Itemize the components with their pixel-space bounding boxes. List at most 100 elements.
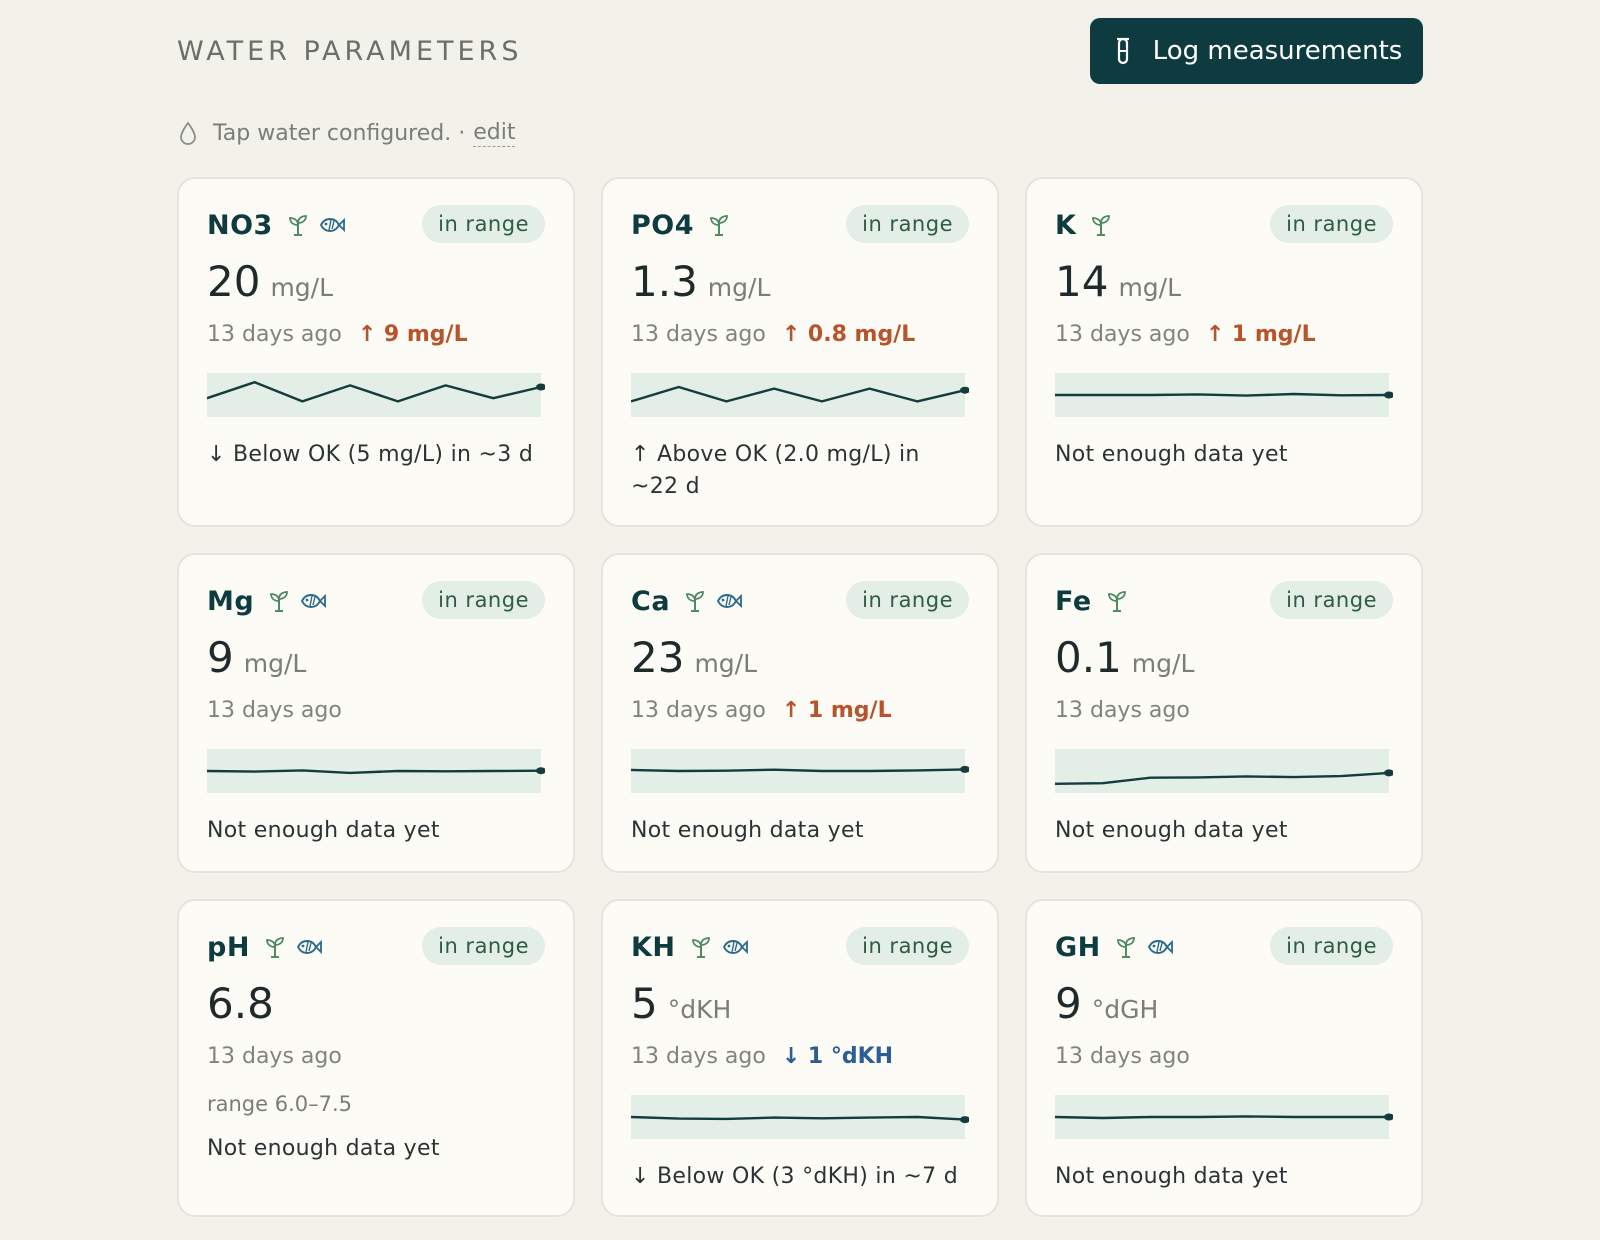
parameter-icons	[708, 213, 730, 237]
card-header: Fe in range	[1055, 581, 1393, 621]
fish-icon	[1147, 939, 1173, 955]
forecast-text: ↑ Above OK (2.0 mg/L) in ~22 d	[631, 442, 920, 499]
value-row: 6.8	[207, 979, 545, 1029]
last-measured: 13 days ago	[207, 697, 342, 723]
status-badge: in range	[1270, 205, 1393, 243]
plant-icon	[1116, 937, 1135, 958]
parameter-unit: mg/L	[694, 649, 758, 678]
parameter-name: KH	[631, 931, 676, 963]
parameter-value: 14	[1055, 257, 1109, 306]
trend-line	[1055, 771, 1390, 785]
parameter-value: 9	[207, 633, 234, 682]
trend-line	[207, 381, 542, 403]
meta-row: 13 days ago	[207, 693, 545, 727]
card-header: PO4 in range	[631, 205, 969, 245]
trend-line	[1055, 392, 1390, 397]
trend-sparkline	[1055, 373, 1393, 417]
forecast-text: Not enough data yet	[207, 818, 440, 843]
card-header: pH in range	[207, 927, 545, 967]
status-badge: in range	[846, 927, 969, 965]
value-row: 0.1 mg/L	[1055, 633, 1393, 683]
parameter-name: GH	[1055, 931, 1101, 963]
trend-line	[631, 768, 966, 773]
parameter-card-ph[interactable]: pH in range 6.8 13 days ago range 6.0–7.5 Not…	[177, 899, 575, 1217]
forecast-text: Not enough data yet	[1055, 442, 1288, 467]
status-badge: in range	[422, 581, 545, 619]
status-badge: in range	[846, 205, 969, 243]
parameter-unit: mg/L	[270, 273, 334, 302]
parameter-name: Ca	[631, 585, 671, 617]
parameter-icons	[287, 213, 345, 237]
tap-water-status-text: Tap water configured. ·	[213, 120, 466, 146]
log-measurements-button[interactable]: Log measurements	[1090, 18, 1423, 84]
parameter-value: 0.1	[1055, 633, 1122, 682]
plant-icon	[288, 215, 307, 236]
fish-icon	[716, 593, 742, 609]
parameter-card-mg[interactable]: Mg in range 9 mg/L 13 days ago Not enough dat…	[177, 553, 575, 873]
last-measured: 13 days ago	[207, 321, 342, 347]
card-header: NO3 in range	[207, 205, 545, 245]
meta-row: 13 days ago ↑ 1 mg/L	[1055, 317, 1393, 351]
trend-sparkline	[207, 373, 545, 417]
meta-row: 13 days ago	[1055, 693, 1393, 727]
fish-icon	[722, 939, 748, 955]
parameter-card-po4[interactable]: PO4 in range 1.3 mg/L 13 days ago ↑ 0.8 mg/L ↑…	[601, 177, 999, 527]
latest-point	[960, 1116, 969, 1124]
meta-row: 13 days ago	[1055, 1039, 1393, 1073]
parameter-value: 9	[1055, 979, 1082, 1028]
parameter-value: 1.3	[631, 257, 698, 306]
value-row: 1.3 mg/L	[631, 257, 969, 307]
edit-tap-water-link[interactable]: edit	[473, 119, 516, 147]
fish-icon	[301, 593, 327, 609]
plant-icon	[266, 937, 284, 958]
last-measured: 13 days ago	[631, 697, 766, 723]
meta-row: 13 days ago	[207, 1039, 545, 1073]
parameter-value: 5	[631, 979, 658, 1028]
card-header: GH in range	[1055, 927, 1393, 967]
status-badge: in range	[1270, 581, 1393, 619]
delta-change: ↑ 0.8 mg/L	[781, 321, 916, 347]
value-row: 9 mg/L	[207, 633, 545, 683]
card-header: KH in range	[631, 927, 969, 967]
value-row: 14 mg/L	[1055, 257, 1393, 307]
parameter-card-ca[interactable]: Ca in range 23 mg/L 13 days ago ↑ 1 mg/L Not e…	[601, 553, 999, 873]
value-row: 5 °dKH	[631, 979, 969, 1029]
plant-icon	[1092, 215, 1111, 236]
latest-point	[1384, 1113, 1393, 1121]
parameter-icons	[1106, 589, 1128, 613]
parameter-name: K	[1055, 209, 1077, 241]
card-header: Ca in range	[631, 581, 969, 621]
latest-point	[1384, 391, 1393, 399]
parameter-unit: °dKH	[667, 995, 732, 1024]
plant-icon	[1107, 591, 1126, 612]
delta-change: ↑ 1 mg/L	[1205, 321, 1316, 347]
parameter-icons	[264, 935, 322, 959]
parameter-card-fe[interactable]: Fe in range 0.1 mg/L 13 days ago Not enough d…	[1025, 553, 1423, 873]
parameter-card-kh[interactable]: KH in range 5 °dKH 13 days ago ↓ 1 °dKH ↓ Belo…	[601, 899, 999, 1217]
trend-sparkline	[631, 749, 969, 793]
trend-line	[1055, 1115, 1389, 1120]
meta-row: 13 days ago ↓ 1 °dKH	[631, 1039, 969, 1073]
status-badge: in range	[1270, 927, 1393, 965]
trend-sparkline	[631, 1095, 969, 1139]
trend-sparkline	[1055, 1095, 1393, 1139]
trend-sparkline	[1055, 749, 1393, 793]
parameter-name: Fe	[1055, 585, 1092, 617]
parameter-card-gh[interactable]: GH in range 9 °dGH 13 days ago Not enough dat…	[1025, 899, 1423, 1217]
status-badge: in range	[846, 581, 969, 619]
last-measured: 13 days ago	[1055, 697, 1190, 723]
last-measured: 13 days ago	[631, 1043, 766, 1069]
parameter-unit: mg/L	[1131, 649, 1195, 678]
plant-icon	[686, 591, 704, 612]
latest-point	[536, 767, 545, 775]
parameter-value: 23	[631, 633, 685, 682]
forecast-text: Not enough data yet	[207, 1136, 440, 1161]
last-measured: 13 days ago	[1055, 1043, 1190, 1069]
parameter-card-no3[interactable]: NO3 in range 20 mg/L 13 days ago ↑ 9 mg/L ↓ Be…	[177, 177, 575, 527]
value-row: 9 °dGH	[1055, 979, 1393, 1029]
parameter-name: PO4	[631, 209, 695, 241]
parameter-value: 6.8	[207, 979, 274, 1028]
meta-row: 13 days ago ↑ 1 mg/L	[631, 693, 969, 727]
